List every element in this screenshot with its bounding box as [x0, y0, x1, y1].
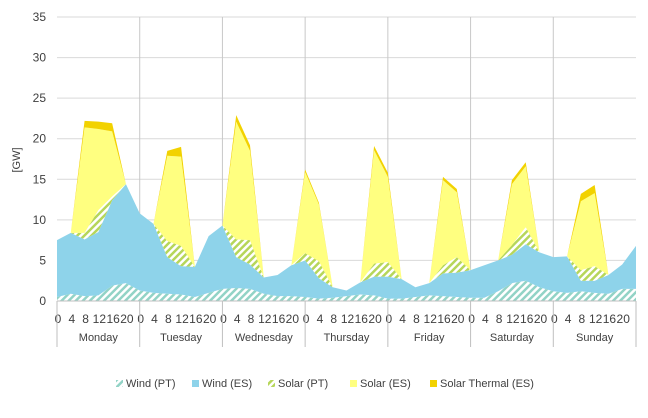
x-tick-label: 8 [413, 312, 420, 326]
x-tick-label: 0 [303, 312, 310, 326]
area-wind-pt [57, 280, 636, 301]
x-tick-label: 8 [82, 312, 89, 326]
day-label-wednesday: Wednesday [235, 332, 293, 344]
x-tick-label: 4 [68, 312, 75, 326]
x-tick-label: 20 [451, 312, 465, 326]
x-tick-label: 16 [437, 312, 451, 326]
legend-label: Solar (ES) [360, 378, 411, 390]
day-label-friday: Friday [414, 332, 445, 344]
x-tick-label: 8 [330, 312, 337, 326]
x-tick-label: 8 [165, 312, 172, 326]
x-tick-label: 16 [106, 312, 120, 326]
legend: Wind (PT) Wind (ES) Solar (PT) Solar (ES) So… [116, 378, 534, 390]
x-tick-label: 8 [579, 312, 586, 326]
x-tick-label: 0 [55, 312, 62, 326]
legend-label: Solar Thermal (ES) [440, 378, 534, 390]
x-tick-label: 12 [589, 312, 603, 326]
x-tick-label: 0 [551, 312, 558, 326]
x-tick-label: 20 [286, 312, 300, 326]
x-tick-label: 12 [175, 312, 189, 326]
y-tick-label: 35 [33, 10, 47, 24]
x-tick-label: 4 [399, 312, 406, 326]
stacked-areas [57, 115, 636, 301]
x-tick-label: 12 [341, 312, 355, 326]
area-solar-es [57, 121, 636, 291]
legend-label: Solar (PT) [278, 378, 328, 390]
x-tick-label: 8 [248, 312, 255, 326]
y-tick-label: 20 [33, 132, 47, 146]
day-label-monday: Monday [79, 332, 119, 344]
legend-swatch [116, 380, 123, 387]
y-axis-title: [GW] [11, 147, 23, 172]
x-tick-label: 20 [120, 312, 134, 326]
legend-swatch [350, 380, 357, 387]
y-tick-label: 25 [33, 91, 47, 105]
area-wind-es [57, 184, 636, 299]
x-tick-label: 20 [203, 312, 217, 326]
legend-label: Wind (ES) [202, 378, 252, 390]
x-tick-label: 20 [368, 312, 382, 326]
day-label-tuesday: Tuesday [160, 332, 202, 344]
x-tick-label: 0 [386, 312, 393, 326]
x-tick-label: 0 [468, 312, 475, 326]
x-tick-label: 0 [220, 312, 227, 326]
x-tick-label: 4 [482, 312, 489, 326]
y-tick-label: 10 [33, 213, 47, 227]
y-tick-label: 15 [33, 172, 47, 186]
x-tick-label: 16 [189, 312, 203, 326]
x-tick-label: 0 [137, 312, 144, 326]
x-tick-label: 12 [93, 312, 107, 326]
area-solar-pt [57, 184, 636, 291]
y-tick-label: 5 [39, 253, 46, 267]
day-label-sunday: Sunday [576, 332, 614, 344]
x-tick-label: 16 [603, 312, 617, 326]
legend-swatch [268, 380, 275, 387]
legend-swatch [430, 380, 437, 387]
x-tick-label: 4 [151, 312, 158, 326]
x-tick-label: 20 [534, 312, 548, 326]
x-tick-label: 16 [272, 312, 286, 326]
legend-label: Wind (PT) [126, 378, 176, 390]
x-tick-label: 12 [258, 312, 272, 326]
x-tick-label: 4 [565, 312, 572, 326]
x-tick-label: 20 [617, 312, 631, 326]
x-tick-label: 4 [317, 312, 324, 326]
day-label-saturday: Saturday [490, 332, 535, 344]
x-tick-label: 16 [355, 312, 369, 326]
y-tick-label: 0 [39, 294, 46, 308]
x-tick-label: 4 [234, 312, 241, 326]
x-tick-label: 16 [520, 312, 534, 326]
x-tick-label: 12 [506, 312, 520, 326]
day-label-thursday: Thursday [324, 332, 370, 344]
gridlines [57, 16, 636, 302]
x-tick-label: 8 [496, 312, 503, 326]
x-tick-label: 12 [424, 312, 438, 326]
legend-swatch [192, 380, 199, 387]
y-tick-label: 30 [33, 51, 47, 65]
